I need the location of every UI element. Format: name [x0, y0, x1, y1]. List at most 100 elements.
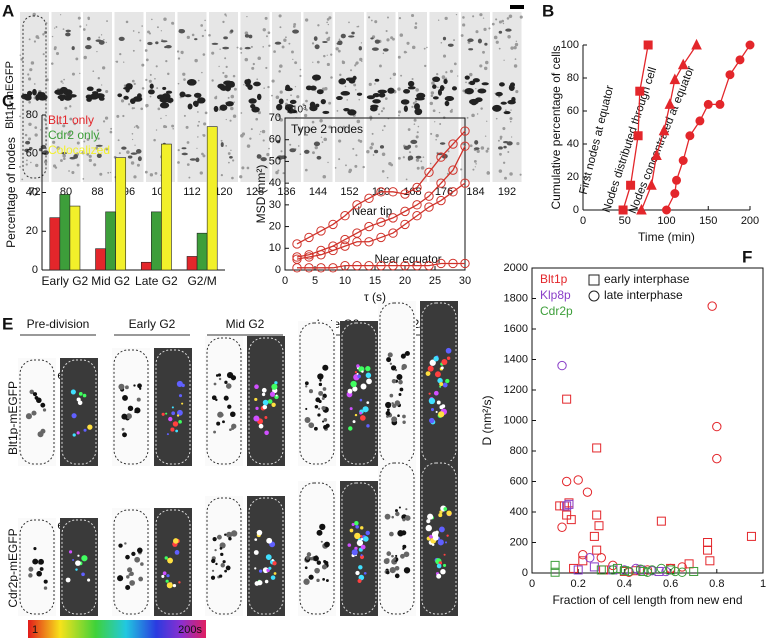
speckle	[186, 163, 190, 166]
speckle	[416, 166, 420, 170]
speckle	[355, 89, 357, 91]
speckle	[137, 31, 140, 34]
speckle	[515, 90, 519, 94]
node-spot	[322, 387, 327, 391]
speckle	[42, 53, 45, 56]
node-spot	[436, 573, 442, 579]
node-spot	[360, 554, 363, 557]
point	[424, 260, 434, 271]
node-spot	[386, 357, 392, 363]
ring-signal	[443, 78, 448, 85]
speckle	[475, 163, 477, 165]
node-spot	[224, 533, 227, 536]
speckle	[240, 112, 243, 114]
node-spot	[161, 412, 165, 416]
speckle	[370, 142, 374, 146]
speckle	[502, 127, 506, 131]
node-spot	[319, 523, 326, 531]
speckle	[232, 114, 237, 118]
cell-color	[247, 496, 285, 616]
node-spot	[398, 379, 403, 385]
y-tick-label: 2000	[504, 262, 528, 274]
speckle	[62, 124, 66, 128]
speckle	[302, 103, 305, 106]
node-spot	[218, 377, 222, 381]
point	[677, 58, 689, 70]
speckle	[62, 82, 64, 84]
ring-signal	[156, 94, 165, 100]
node-spot	[129, 580, 135, 586]
speckle	[420, 166, 425, 170]
node-spot	[253, 415, 260, 422]
speckle	[95, 146, 99, 150]
node-spot	[399, 387, 404, 392]
node-spot	[360, 415, 366, 421]
row-label: Blt1p-mEGFP	[6, 381, 20, 455]
tip-signal	[379, 145, 385, 149]
tip-signal	[194, 38, 198, 41]
speckle	[316, 60, 320, 64]
speckle	[485, 60, 489, 65]
speckle	[218, 65, 220, 68]
speckle	[414, 26, 418, 30]
speckle	[305, 18, 309, 22]
point	[304, 232, 314, 243]
speckle	[30, 61, 35, 65]
legend-entry: Blt1 only	[48, 113, 94, 127]
node-spot	[211, 395, 217, 401]
node-spot	[72, 558, 75, 562]
y-tick-label: 50	[269, 155, 281, 167]
ring-signal	[219, 85, 228, 91]
speckle	[86, 137, 90, 141]
ring-signal	[340, 91, 351, 96]
speckle	[480, 107, 483, 110]
tip-signal	[86, 36, 91, 41]
node-spot	[323, 559, 327, 564]
node-spot	[32, 558, 39, 565]
tip-signal	[121, 146, 127, 150]
speckle	[429, 101, 434, 106]
node-spot	[134, 556, 141, 563]
speckle	[88, 158, 92, 162]
ring-signal	[213, 105, 219, 113]
node-spot	[43, 579, 48, 584]
tip-signal	[195, 157, 200, 163]
node-spot	[354, 532, 361, 540]
speckle	[261, 129, 266, 134]
node-spot	[385, 401, 392, 409]
speckle	[497, 139, 500, 142]
speckle	[328, 125, 332, 129]
node-spot	[127, 405, 134, 412]
speckle	[26, 110, 29, 113]
micrograph-frame	[461, 12, 490, 182]
point	[670, 566, 680, 577]
speckle	[482, 17, 485, 19]
y-axis-label: D (nm²/s)	[480, 396, 494, 446]
speckle	[96, 50, 98, 53]
speckle	[260, 131, 262, 133]
speckle	[251, 66, 255, 70]
point	[703, 99, 713, 109]
node-spot	[272, 561, 277, 566]
ring-signal	[32, 88, 37, 96]
speckle	[225, 145, 228, 147]
speckle	[131, 138, 134, 141]
colorbar-label: 200s	[178, 624, 202, 636]
micrograph-frame	[492, 12, 522, 182]
node-spot	[268, 566, 272, 570]
speckle	[498, 169, 503, 173]
point	[460, 141, 470, 151]
node-spot	[172, 421, 179, 427]
speckle	[322, 174, 327, 179]
node-spot	[436, 400, 441, 405]
speckle	[69, 117, 73, 121]
scale-bar	[748, 612, 760, 615]
x-tick-label: 30	[459, 275, 471, 287]
speckle	[510, 46, 514, 50]
speckle	[144, 49, 148, 52]
y-tick-label: 0	[275, 264, 281, 276]
speckle	[45, 78, 49, 82]
tip-signal	[313, 36, 318, 41]
speckle	[257, 56, 261, 61]
ring-signal	[276, 103, 283, 111]
